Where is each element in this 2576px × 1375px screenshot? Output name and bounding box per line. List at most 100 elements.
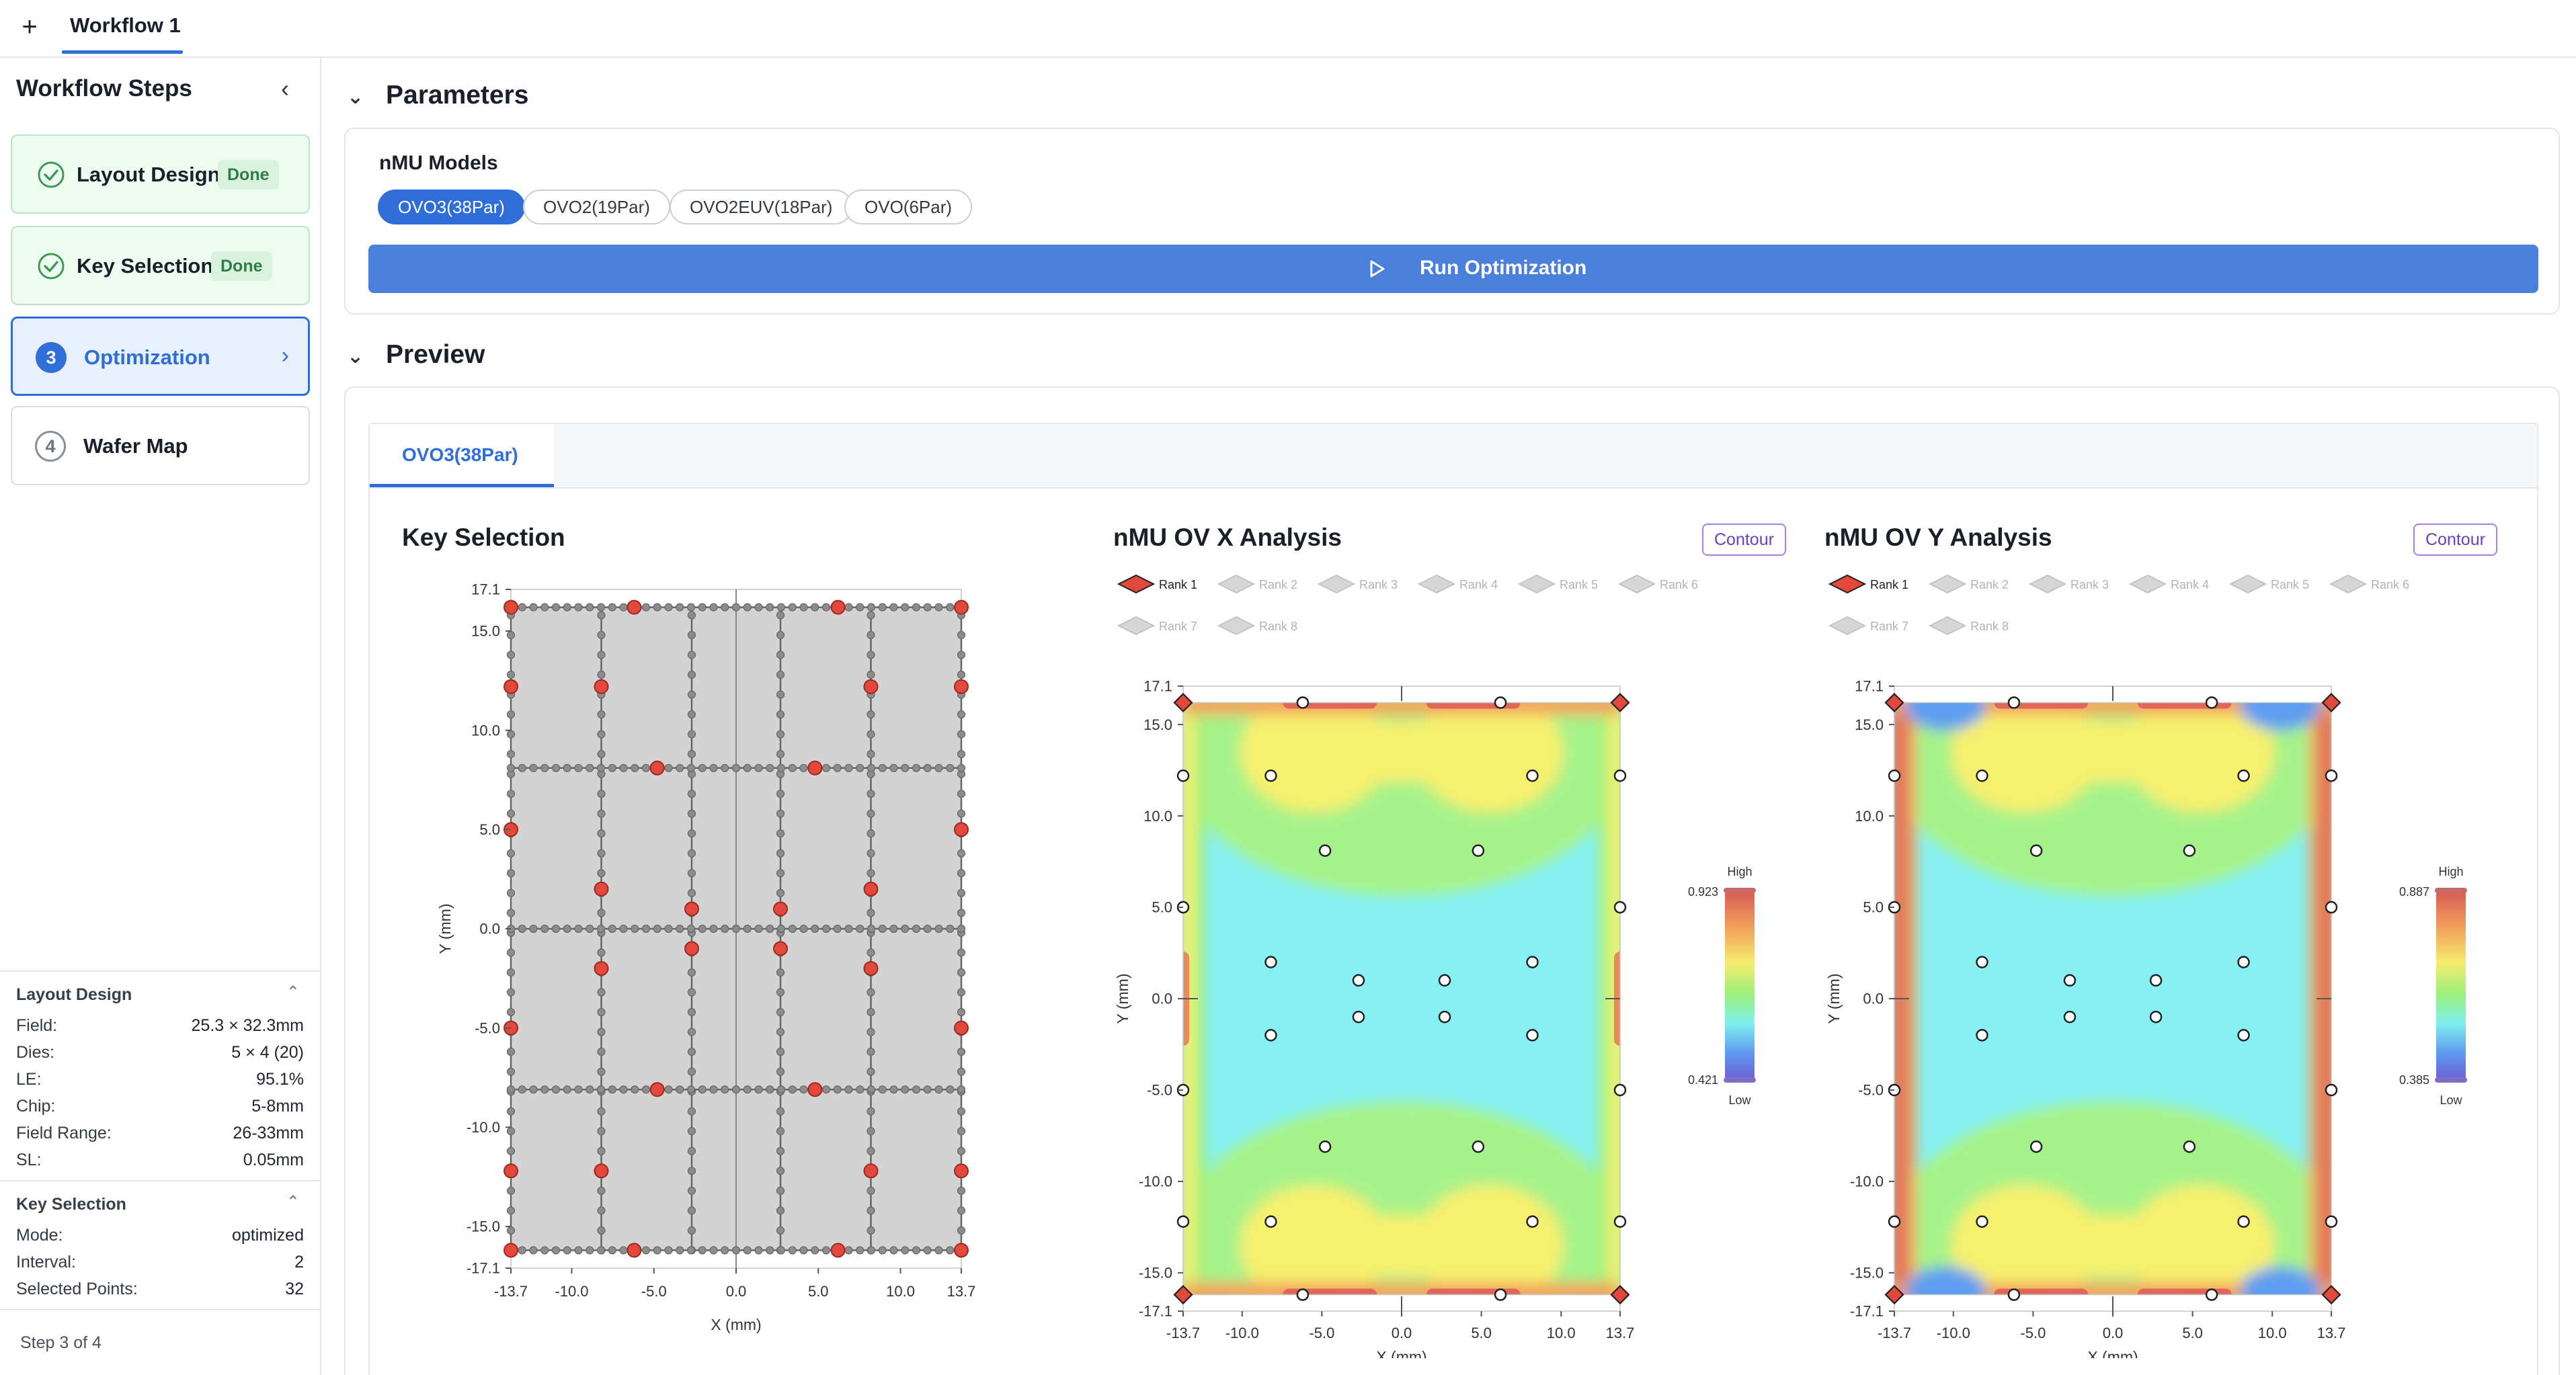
sample-point xyxy=(1264,769,1277,782)
candidate-point xyxy=(540,603,549,612)
candidate-point xyxy=(563,603,571,612)
sample-point xyxy=(1438,1010,1451,1024)
candidate-point xyxy=(574,763,583,772)
y-tick-label: -10.0 xyxy=(467,1119,500,1136)
sidebar-step-wafer-map[interactable]: 4 Wafer Map xyxy=(11,406,310,485)
candidate-point xyxy=(686,924,696,933)
x-tick-label: -5.0 xyxy=(2020,1325,2046,1341)
candidate-point xyxy=(687,630,696,640)
layout-design-summary: Layout Design ⌃ Field: 25.3 × 32.3mm Dies… xyxy=(0,970,320,1180)
candidate-point xyxy=(687,1226,696,1235)
model-chip-ovo3[interactable]: OVO3(38Par) xyxy=(378,190,525,224)
sample-point xyxy=(2325,769,2338,782)
candidate-point xyxy=(776,1206,785,1215)
y-tick-label: 0.0 xyxy=(1152,991,1172,1007)
candidate-point xyxy=(597,1127,606,1136)
parameters-panel: nMU Models OVO3(38Par) OVO2(19Par) OVO2E… xyxy=(344,128,2560,315)
section-title: Parameters xyxy=(386,81,529,110)
candidate-point xyxy=(506,651,516,659)
candidate-point xyxy=(957,651,966,659)
candidate-point xyxy=(641,763,651,772)
candidate-point xyxy=(799,603,808,612)
candidate-point xyxy=(912,603,921,612)
rank-legend-label: Rank 2 xyxy=(1970,578,2009,591)
run-optimization-button[interactable]: Run Optimization xyxy=(368,245,2538,293)
candidate-point xyxy=(608,603,616,612)
candidate-point xyxy=(506,710,516,719)
candidate-point xyxy=(687,611,696,620)
sidebar: Workflow Steps ‹ Layout Design Done Key … xyxy=(0,58,321,1375)
parameters-section-header[interactable]: ⌄ Parameters xyxy=(347,81,528,110)
candidate-point xyxy=(664,924,673,933)
candidate-point xyxy=(957,1107,966,1116)
candidate-point xyxy=(844,1085,853,1094)
candidate-point xyxy=(641,1085,651,1094)
contour-field xyxy=(1894,702,2331,1295)
candidate-point xyxy=(743,1246,752,1255)
sidebar-step-layout-design[interactable]: Layout Design Done xyxy=(11,134,310,214)
sample-point xyxy=(2237,1029,2250,1042)
rank-1-marker xyxy=(1884,692,1904,713)
selected-point xyxy=(954,1163,969,1179)
model-chip-ovo2[interactable]: OVO2(19Par) xyxy=(523,190,670,224)
rank-legend-marker xyxy=(1317,574,1356,594)
candidate-point xyxy=(776,611,785,620)
x-tick-label: 13.7 xyxy=(2317,1325,2346,1341)
model-chip-ovo[interactable]: OVO(6Par) xyxy=(844,190,973,224)
candidate-point xyxy=(506,988,516,997)
contour-toggle-y[interactable]: Contour xyxy=(2413,524,2497,556)
tab-workflow-1[interactable]: Workflow 1 xyxy=(62,0,183,56)
y-tick-label: -17.1 xyxy=(1139,1303,1172,1320)
candidate-point xyxy=(551,924,561,933)
candidate-point xyxy=(776,710,785,719)
candidate-point xyxy=(923,1246,932,1255)
contour-toggle-x[interactable]: Contour xyxy=(1702,524,1786,556)
candidate-point xyxy=(506,909,516,917)
candidate-point xyxy=(687,869,696,878)
chevron-up-icon[interactable]: ⌃ xyxy=(286,983,300,1001)
chevron-down-icon: ⌄ xyxy=(347,345,364,368)
candidate-point xyxy=(821,1085,831,1094)
model-chip-ovo2euv[interactable]: OVO2EUV(18Par) xyxy=(670,190,853,224)
tab-active-indicator xyxy=(370,484,554,487)
candidate-point xyxy=(676,1246,684,1255)
selected-point xyxy=(807,1082,823,1097)
candidate-point xyxy=(687,730,696,739)
candidate-point xyxy=(957,1085,966,1094)
candidate-point xyxy=(957,849,966,858)
tab-ovo3[interactable]: OVO3(38Par) xyxy=(370,424,554,487)
y-axis-label: Y (mm) xyxy=(1114,974,1131,1024)
candidate-point xyxy=(506,730,516,739)
x-tick-label: 0.0 xyxy=(726,1283,747,1300)
candidate-point xyxy=(776,1246,786,1255)
rank-legend-marker xyxy=(1217,616,1256,636)
preview-section-header[interactable]: ⌄ Preview xyxy=(347,340,485,370)
candidate-point xyxy=(867,1226,875,1235)
candidate-point xyxy=(776,603,786,612)
sample-point xyxy=(1318,844,1332,857)
candidate-point xyxy=(934,763,943,772)
candidate-point xyxy=(619,1246,628,1255)
rank-legend-marker xyxy=(1828,616,1867,636)
sidebar-step-optimization[interactable]: 3 Optimization › xyxy=(11,317,310,396)
sample-point xyxy=(1296,696,1310,709)
rank-legend-label: Rank 2 xyxy=(1259,578,1297,591)
candidate-point xyxy=(597,730,606,739)
candidate-point xyxy=(867,1067,875,1076)
chevron-up-icon[interactable]: ⌃ xyxy=(286,1193,300,1211)
candidate-point xyxy=(867,651,875,659)
candidate-point xyxy=(957,1206,966,1215)
candidate-point xyxy=(597,829,606,838)
rank-legend-marker xyxy=(1517,574,1556,594)
candidate-point xyxy=(731,1246,741,1255)
y-tick-label: -15.0 xyxy=(467,1218,500,1235)
chevron-left-icon[interactable]: ‹ xyxy=(281,75,289,102)
rank-legend-label: Rank 8 xyxy=(1259,620,1297,633)
candidate-point xyxy=(957,1047,966,1056)
add-workflow-button[interactable]: + xyxy=(22,12,38,42)
sidebar-step-key-selection[interactable]: Key Selection Done xyxy=(11,226,310,305)
sample-point xyxy=(2029,844,2043,857)
candidate-point xyxy=(867,1147,875,1155)
candidate-point xyxy=(676,603,684,612)
candidate-point xyxy=(957,730,966,739)
